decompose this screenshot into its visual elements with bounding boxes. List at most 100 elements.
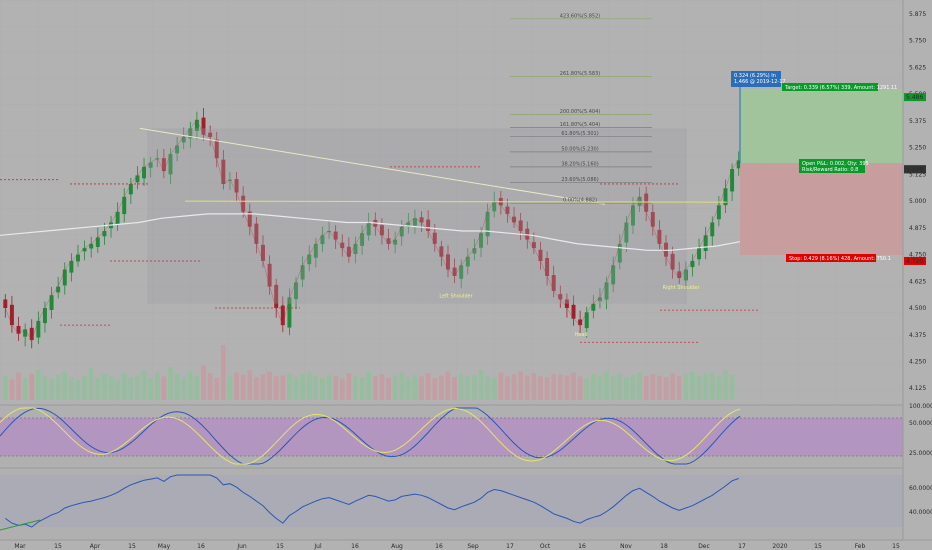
time-axis-label: 15	[276, 543, 284, 550]
time-axis-label: Jun	[236, 543, 247, 550]
candle-body	[399, 226, 404, 237]
time-axis-label: 17	[506, 543, 514, 550]
volume-bar	[690, 371, 695, 400]
volume-bar	[604, 371, 609, 400]
candle-body	[9, 304, 14, 326]
candle-body	[254, 223, 259, 244]
volume-bar	[399, 372, 405, 400]
candle-body	[294, 282, 298, 300]
candle-body	[617, 243, 622, 263]
volume-bar	[154, 372, 160, 400]
volume-bar	[280, 375, 286, 400]
open-pl-label-text: Risk/Reward Ratio: 0.8	[802, 167, 858, 173]
time-axis-label: 16	[435, 543, 443, 550]
candle-body	[545, 258, 550, 276]
time-axis-label: 17	[738, 543, 746, 550]
candle-body	[3, 299, 8, 309]
pattern-label: Right Shoulder	[662, 285, 700, 291]
stoch-band	[0, 418, 903, 456]
candle-body	[525, 228, 530, 240]
candle-body	[95, 237, 100, 247]
volume-bar	[36, 370, 41, 400]
candle-body	[459, 265, 464, 279]
price-line	[5, 119, 739, 341]
candle-body	[115, 211, 120, 225]
volume-bar	[379, 374, 385, 400]
candle-body	[89, 243, 94, 249]
volume-bar	[227, 376, 233, 400]
volume-bar	[597, 375, 603, 400]
fib-label: 61.80%(5.301)	[561, 131, 598, 137]
candle-body	[650, 212, 655, 227]
volume-bar	[577, 376, 583, 400]
price-axis-label: 5.250	[909, 145, 926, 152]
volume-bar	[168, 367, 173, 400]
fib-label: 200.00%(5.404)	[560, 109, 601, 115]
time-axis-label: 16	[351, 543, 359, 550]
time-axis-label: Dec	[698, 543, 710, 550]
volume-bar	[82, 375, 87, 400]
change-callout	[731, 71, 781, 87]
candle-body	[62, 269, 67, 286]
volume-bar	[108, 376, 114, 400]
volume-bar	[524, 375, 530, 400]
volume-bar	[75, 380, 81, 400]
stoch-axis-label: 100.0000	[909, 403, 932, 410]
candle-body	[353, 243, 358, 254]
volume-bar	[69, 377, 74, 400]
volume-bar	[564, 375, 570, 400]
price-axis-label: 4.500	[909, 305, 926, 312]
time-axis-label: Nov	[620, 543, 632, 550]
time-axis-label: Aug	[391, 543, 403, 550]
candle-body	[102, 231, 107, 237]
candle-body	[677, 271, 682, 279]
candle-body	[175, 145, 180, 154]
volume-bar	[141, 370, 147, 400]
volume-bar	[121, 373, 127, 400]
candle-body	[703, 235, 708, 252]
candle-body	[419, 217, 424, 223]
candle-body	[518, 220, 523, 232]
candle-body	[168, 154, 173, 175]
volume-bar	[683, 374, 689, 400]
volume-bar	[670, 373, 675, 400]
volume-bar	[273, 376, 279, 400]
volume-bar	[247, 370, 253, 400]
candle-body	[307, 254, 312, 265]
candle-body	[386, 238, 391, 244]
candle-body	[393, 239, 398, 245]
volume-bar	[458, 374, 464, 400]
axes: 5.8755.7505.6255.5005.3755.2505.1255.000…	[14, 11, 932, 550]
price-axis-label: 4.250	[909, 358, 926, 365]
candle-body	[452, 267, 457, 276]
price-axis-label: 5.000	[909, 198, 926, 205]
stop-label-text: Stop: 0.429 (8.16%) 428, Amount: 750.1	[789, 256, 891, 262]
candle-body	[611, 265, 616, 285]
candle-body	[161, 158, 166, 172]
volume-bar	[505, 376, 510, 400]
volume-bar	[267, 371, 272, 400]
time-axis-label: 16	[197, 543, 205, 550]
target-label-text: Target: 0.339 (6.57%) 339, Amount: 1291.…	[784, 85, 897, 91]
candle-body	[16, 325, 21, 334]
time-axis-label: 15	[814, 543, 822, 550]
volume-bar	[260, 374, 266, 400]
volume-bar	[538, 376, 543, 400]
candle-body	[313, 243, 318, 258]
candle-body	[56, 286, 61, 293]
candle-body	[261, 244, 265, 261]
volume-bar	[346, 373, 352, 400]
volume-bar	[439, 375, 444, 400]
volume-bar	[128, 377, 134, 400]
fib-label: 161.80%(5.404)	[560, 122, 601, 128]
volume-bar	[240, 374, 246, 400]
candle-body	[208, 132, 213, 137]
candle-body	[644, 193, 649, 212]
candle-body	[241, 195, 246, 212]
candle-body	[128, 183, 133, 195]
change-callout-text: 0.324 (6.29%) In	[734, 73, 776, 79]
volume-bar	[610, 376, 616, 400]
volume-bar	[333, 376, 338, 400]
neckline	[185, 200, 727, 203]
